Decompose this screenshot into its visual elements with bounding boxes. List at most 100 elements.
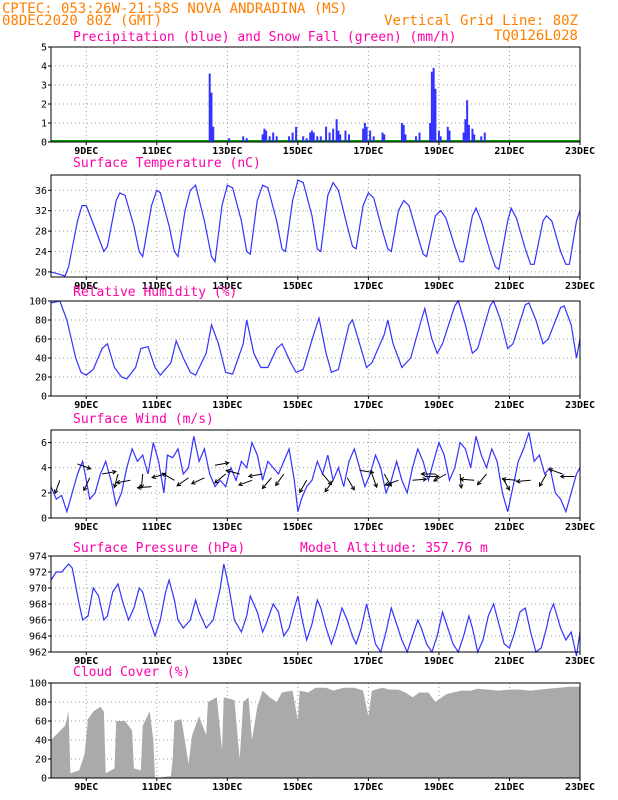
y-tick-label: 100 (29, 297, 47, 308)
x-tick-label: 19DEC (424, 656, 454, 667)
precip-bar (305, 138, 308, 142)
x-tick-label: 11DEC (142, 782, 172, 793)
wind-arrow (383, 473, 392, 487)
wind-arrow-head (299, 488, 304, 494)
wind-arrow-head (190, 480, 196, 485)
precip-bar (429, 123, 432, 142)
wind-arrow (477, 473, 487, 486)
panel-frame (50, 682, 581, 779)
series-line-temperature (50, 179, 581, 277)
x-tick-label: 19DEC (424, 400, 454, 411)
wind-arrow-head (247, 473, 253, 479)
precipitation-title: Precipitation (blue) and Snow Fall (gree… (73, 30, 457, 45)
series-line-humidity (50, 299, 581, 380)
wind-arrow-head (86, 465, 92, 470)
y-tick-label: 2 (41, 488, 47, 499)
x-tick-label: 11DEC (142, 522, 172, 533)
x-tick-label: 23DEC (565, 522, 595, 533)
precip-bar (462, 132, 465, 142)
y-tick-label: 20 (35, 267, 47, 278)
x-tick-label: 15DEC (283, 146, 313, 157)
wind-arrow-head (420, 471, 426, 477)
x-tick-label: 15DEC (283, 522, 313, 533)
x-tick-label: 19DEC (424, 782, 454, 793)
wind-arrow-head (384, 481, 390, 487)
precip-bar (212, 126, 215, 142)
y-tick-label: 974 (29, 552, 47, 563)
wind-arrow-head (176, 481, 182, 487)
x-tick-label: 9DEC (74, 400, 98, 411)
x-tick-label: 9DEC (74, 146, 98, 157)
x-tick-label: 13DEC (212, 656, 242, 667)
x-tick-label: 21DEC (494, 782, 524, 793)
x-tick-label: 9DEC (74, 281, 98, 292)
precip-bar (432, 67, 435, 142)
wind-arrow-head (505, 485, 510, 491)
precip-bar (381, 132, 384, 142)
precip-bar (402, 124, 405, 142)
wind-arrow-head (214, 479, 219, 484)
precip-bar (335, 119, 338, 142)
precip-bar (400, 123, 403, 142)
precip-bar (483, 132, 486, 142)
wind-arrow-head (224, 461, 230, 466)
wind-arrow-head (387, 482, 392, 488)
precip-bar (242, 136, 245, 142)
wind-arrow (502, 478, 517, 481)
wind-arrow-head (559, 474, 565, 479)
y-tick-label: 0 (41, 774, 47, 785)
y-tick-label: 3 (41, 81, 47, 92)
precip-bar (437, 130, 440, 142)
precip-bar (418, 132, 421, 142)
x-tick-label: 17DEC (353, 146, 383, 157)
x-tick-label: 11DEC (142, 281, 172, 292)
y-tick-label: 4 (41, 463, 47, 474)
wind-arrow (137, 486, 152, 489)
wind-arrow (102, 471, 117, 475)
y-tick-label: 60 (35, 335, 47, 346)
wind-arrow-head (237, 481, 243, 487)
wind-arrow (371, 473, 378, 488)
wind-arrow (191, 477, 205, 485)
precip-bar (288, 136, 291, 142)
x-tick-label: 17DEC (353, 281, 383, 292)
panel-frame (50, 300, 581, 397)
wind-arrow-head (548, 468, 554, 473)
precip-bar (369, 130, 372, 142)
wind-arrow (83, 477, 91, 491)
y-tick-label: 6 (41, 438, 47, 449)
y-tick-label: 966 (29, 616, 47, 627)
precip-bar (363, 123, 366, 142)
x-tick-label: 13DEC (212, 146, 242, 157)
wind-arrow-head (161, 472, 167, 477)
wind-arrow (385, 479, 399, 486)
wind-arrow-head (83, 486, 88, 492)
y-tick-label: 80 (35, 698, 47, 709)
temperature-panel: Surface Temperature (nC) 20 24 28 32 36 9DEC 1… (35, 156, 595, 292)
precip-bar (265, 130, 268, 142)
wind-arrow-head (515, 478, 521, 484)
wind-arrow (116, 479, 131, 484)
precip-bar (464, 119, 467, 142)
x-tick-label: 17DEC (353, 782, 383, 793)
x-tick-label: 23DEC (565, 146, 595, 157)
wind-arrow-head (476, 480, 482, 486)
series-line-pressure (50, 563, 581, 657)
wind-arrow-head (111, 469, 117, 475)
x-tick-label: 13DEC (212, 522, 242, 533)
wind-arrow (324, 479, 334, 493)
wind-arrow (214, 462, 229, 466)
wind-arrow-head (350, 485, 355, 491)
precip-bar (383, 134, 386, 142)
x-tick-label: 17DEC (353, 656, 383, 667)
precip-bar (362, 128, 365, 142)
wind-arrow-head (261, 484, 267, 490)
x-tick-label: 17DEC (353, 400, 383, 411)
precip-bar (245, 138, 248, 142)
model-altitude: Model Altitude: 357.76 m (300, 541, 488, 556)
x-tick-label: 13DEC (212, 400, 242, 411)
wind-arrow (359, 469, 374, 474)
precipitation-panel: Precipitation (blue) and Snow Fall (gree… (41, 30, 595, 157)
wind-arrow (459, 473, 462, 488)
y-tick-label: 4 (41, 62, 47, 73)
